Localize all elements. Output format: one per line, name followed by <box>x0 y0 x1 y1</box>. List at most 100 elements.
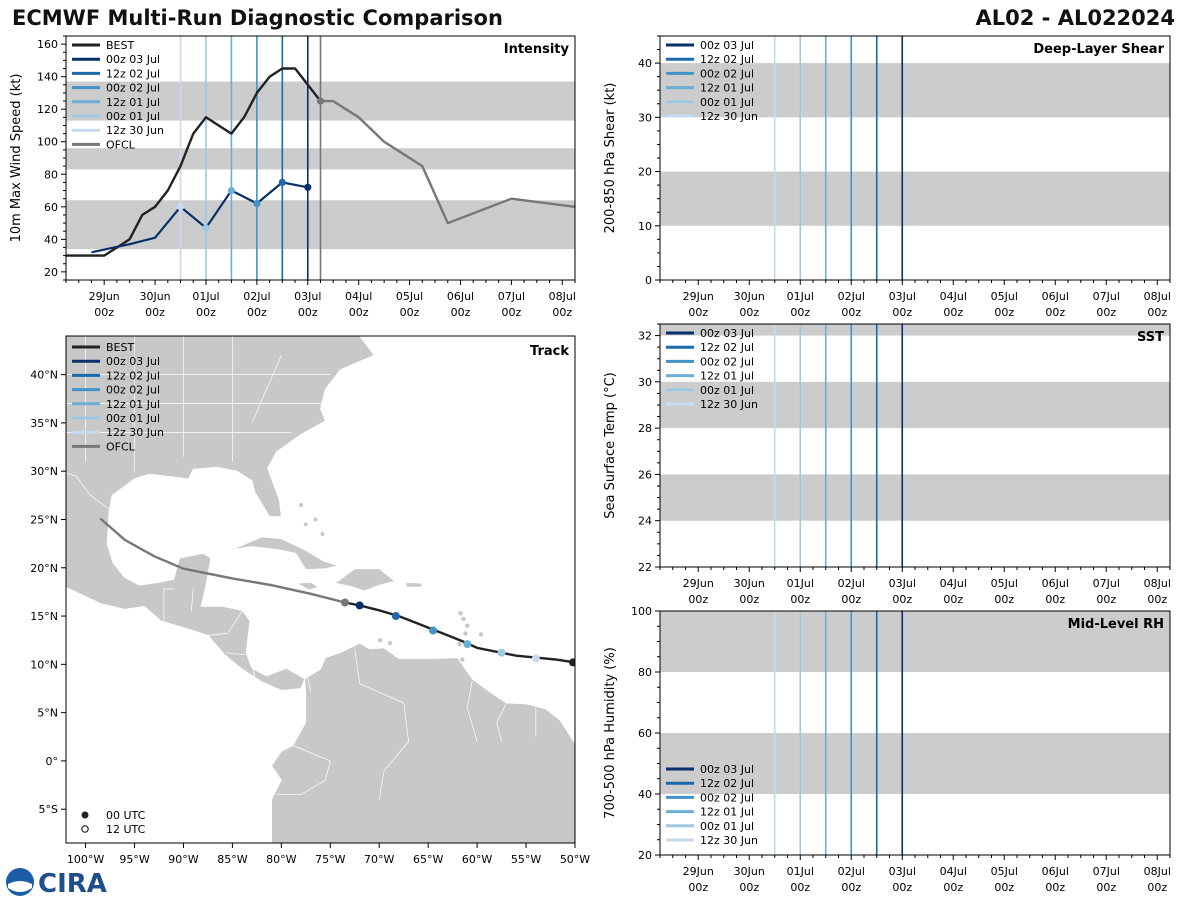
intensity-plot-area <box>66 36 575 280</box>
rh-xtick-sublabel: 00z <box>688 881 708 894</box>
sst-xtick-sublabel: 00z <box>1096 593 1116 606</box>
track-ytick-label: 35°N <box>30 417 58 430</box>
track-legend-label: 00z 01 Jul <box>106 412 160 425</box>
shear-xtick-sublabel: 00z <box>1147 306 1167 319</box>
track-xtick-label: 70°W <box>364 853 394 866</box>
shear-xtick-label: 06Jul <box>1042 290 1069 303</box>
intensity-legend-label: 00z 02 Jul <box>106 82 160 95</box>
rh-xtick-label: 03Jul <box>889 865 916 878</box>
track-ytick-label: 15°N <box>30 610 58 623</box>
border-line <box>66 472 111 511</box>
small-island-land <box>458 610 463 616</box>
best-track-point <box>569 658 575 667</box>
sst-xtick-sublabel: 00z <box>688 593 708 606</box>
small-island-land <box>460 657 465 662</box>
rh-xtick-label: 01Jul <box>787 865 814 878</box>
rh-xtick-sublabel: 00z <box>790 881 810 894</box>
intensity-xtick-label: 08Jul <box>549 290 576 303</box>
intensity-ytick-label: 20 <box>44 266 58 279</box>
sst-xtick-label: 04Jul <box>940 577 967 590</box>
rh-ytick-label: 20 <box>638 849 652 862</box>
sst-ylabel: Sea Surface Temp (°C) <box>603 372 618 519</box>
sst-xtick-label: 08Jul <box>1144 577 1171 590</box>
track-run-point <box>531 654 540 663</box>
marker-legend-hollow-icon <box>81 825 89 833</box>
small-island-land <box>478 632 484 637</box>
intensity-xtick-sublabel: 00z <box>196 306 216 319</box>
sst-legend-label: 00z 02 Jul <box>700 355 754 368</box>
cuba-land <box>232 536 340 571</box>
rh-legend-label: 00z 03 Jul <box>700 763 754 776</box>
intensity-xtick-sublabel: 00z <box>145 306 165 319</box>
rh-ytick-label: 60 <box>638 727 652 740</box>
ofcl-track-point <box>340 598 349 607</box>
shear-legend-label: 00z 01 Jul <box>700 96 754 109</box>
south-america-land <box>271 642 575 843</box>
intensity-legend-label: 12z 02 Jul <box>106 67 160 80</box>
border-line <box>190 588 194 612</box>
sst-xtick-sublabel: 00z <box>892 593 912 606</box>
rh-xtick-sublabel: 00z <box>1096 881 1116 894</box>
rh-xtick-sublabel: 00z <box>943 881 963 894</box>
rh-band-1 <box>660 611 1170 672</box>
intensity-legend-label: 00z 03 Jul <box>106 53 160 66</box>
shear-ytick-label: 30 <box>638 111 652 124</box>
border-line <box>226 652 246 656</box>
intensity-xtick-label: 29Jun <box>89 290 120 303</box>
small-island-land <box>465 623 470 628</box>
track-legend-label: 12z 02 Jul <box>106 369 160 382</box>
sst-xtick-label: 03Jul <box>889 577 916 590</box>
marker-legend-filled-icon <box>81 811 89 819</box>
shear-band-1 <box>660 63 1170 118</box>
intensity-run-point-0 <box>176 203 185 211</box>
intensity-series-ofcl <box>320 99 575 225</box>
shear-xtick-sublabel: 00z <box>892 306 912 319</box>
sst-ytick-label: 28 <box>638 422 652 435</box>
sst-legend-label: 12z 30 Jun <box>700 398 758 411</box>
intensity-ylabel: 10m Max Wind Speed (kt) <box>9 74 24 243</box>
sst-xtick-sublabel: 00z <box>841 593 861 606</box>
track-run-point <box>391 612 400 621</box>
track-legend-label: 12z 01 Jul <box>106 398 160 411</box>
shear-band-0 <box>660 171 1170 226</box>
rh-xtick-label: 07Jul <box>1093 865 1120 878</box>
small-island-land <box>461 616 466 622</box>
sst-ytick-label: 30 <box>638 376 652 389</box>
shear-xtick-sublabel: 00z <box>739 306 759 319</box>
small-island-land <box>463 631 468 636</box>
intensity-legend-label: BEST <box>106 39 134 52</box>
sst-xtick-sublabel: 00z <box>943 593 963 606</box>
rh-xtick-label: 30Jun <box>734 865 765 878</box>
intensity-title: Intensity <box>504 42 570 57</box>
intensity-xtick-label: 02Jul <box>243 290 270 303</box>
shear-xtick-label: 03Jul <box>889 290 916 303</box>
intensity-legend-label: 00z 01 Jul <box>106 110 160 123</box>
sst-ytick-label: 24 <box>638 515 652 528</box>
intensity-legend-label: 12z 30 Jun <box>106 124 164 137</box>
sst-panel: 22 24 26 28 30 32 29Jun 00z 30Jun 00z 01Jul 00z 02Ju… <box>603 323 1171 606</box>
rh-panel: 20 40 60 80 100 29Jun 00z 30Jun 00z 01Jul 00z 02Jul… <box>603 605 1171 894</box>
sst-xtick-sublabel: 00z <box>1045 593 1065 606</box>
intensity-run-point-5 <box>304 183 312 191</box>
bahamas-island-land <box>313 517 318 522</box>
shear-ylabel: 200-850 hPa Shear (kt) <box>603 83 618 234</box>
small-island-land <box>387 640 393 646</box>
shear-xtick-label: 07Jul <box>1093 290 1120 303</box>
small-island-land <box>378 638 383 643</box>
storm-id-title: AL02 - AL022024 <box>975 6 1176 30</box>
track-xtick-label: 50°W <box>560 853 590 866</box>
border-line <box>207 611 243 636</box>
shear-legend-label: 12z 30 Jun <box>700 110 758 123</box>
sst-xtick-label: 06Jul <box>1042 577 1069 590</box>
intensity-ytick-label: 120 <box>37 103 58 116</box>
track-ytick-label: 30°N <box>30 465 58 478</box>
shear-legend-label: 12z 01 Jul <box>700 82 754 95</box>
sst-legend-label: 12z 01 Jul <box>700 370 754 383</box>
track-xtick-label: 90°W <box>168 853 198 866</box>
intensity-ytick-label: 60 <box>44 201 58 214</box>
track-ytick-label: 0° <box>46 755 59 768</box>
shear-xtick-sublabel: 00z <box>688 306 708 319</box>
sst-ytick-label: 32 <box>638 330 652 343</box>
rh-title: Mid-Level RH <box>1068 617 1164 632</box>
